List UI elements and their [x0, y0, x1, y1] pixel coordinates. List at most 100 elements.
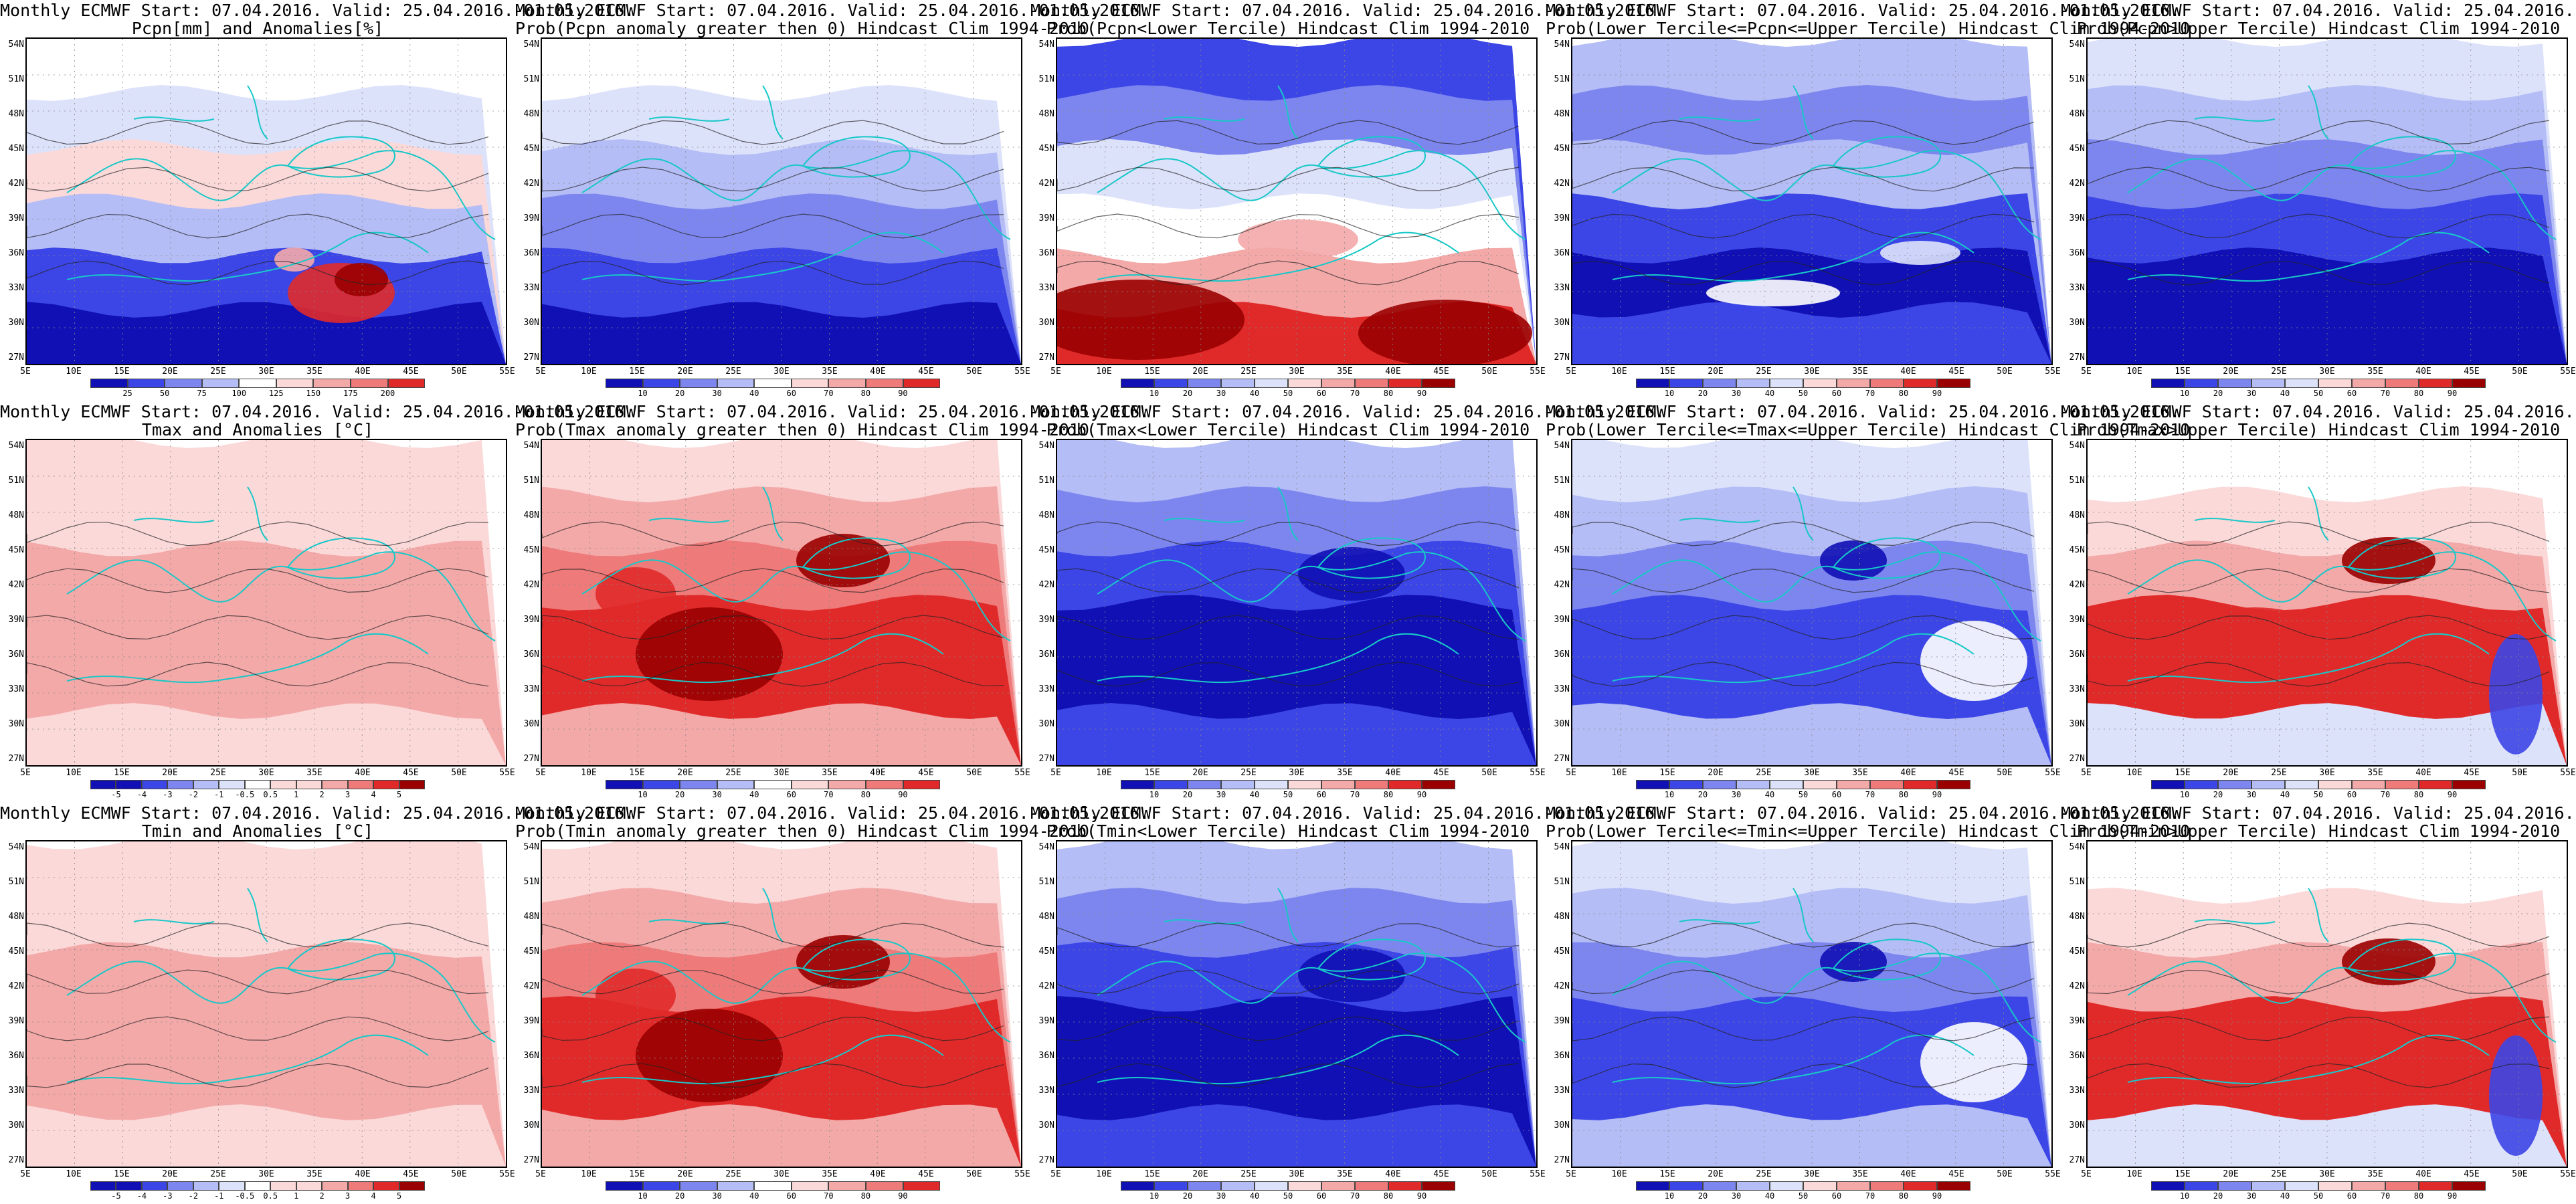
map-panel-pcpn-2: Monthly ECMWF Start: 07.04.2016. Valid: …	[515, 0, 1149, 401]
lon-tick-label: 20E	[1708, 1169, 1724, 1179]
lon-tick-label: 20E	[1708, 768, 1724, 778]
lat-tick-label: 48N	[523, 912, 539, 922]
colorbar-tick-label: 10	[638, 790, 648, 799]
colorbar-tick-label: 10	[2179, 1191, 2190, 1201]
colorbar-tick-label: 90	[2447, 1191, 2458, 1201]
colorbar-tick-label: 30	[1731, 1191, 1742, 1201]
lon-tick-label: 50E	[966, 768, 982, 778]
lat-tick-label: 48N	[1038, 510, 1054, 520]
lon-tick-label: 40E	[870, 1169, 886, 1179]
colorbar	[1121, 1181, 1455, 1191]
lat-tick-label: 42N	[523, 981, 539, 991]
colorbar-segment	[1770, 1181, 1803, 1191]
colorbar-tick-label: 80	[1898, 389, 1909, 398]
colorbar-tick-label: 2	[319, 1191, 325, 1201]
map-area	[25, 840, 507, 1168]
colorbar-segment	[1803, 379, 1837, 388]
forecast-field	[1057, 841, 1536, 1167]
lat-tick-label: 48N	[2069, 912, 2085, 922]
lon-tick-label: 45E	[918, 768, 934, 778]
map-area	[2086, 439, 2568, 767]
lon-tick-label: 35E	[306, 367, 323, 377]
lon-tick-label: 30E	[2319, 768, 2335, 778]
lat-tick-label: 42N	[1554, 580, 1570, 590]
lat-tick-label: 36N	[1038, 1051, 1054, 1061]
colorbar-tick-label: 40	[1764, 790, 1775, 799]
lon-tick-label: 40E	[2415, 1169, 2431, 1179]
colorbar-segment	[1937, 780, 1970, 789]
lat-tick-label: 30N	[1038, 1120, 1054, 1130]
colorbar-tick-label: 80	[2413, 790, 2424, 799]
lat-tick-label: 45N	[523, 144, 539, 154]
colorbar-tick-label: 1	[294, 790, 299, 799]
colorbar-tick-label: 90	[898, 389, 908, 398]
lat-tick-label: 36N	[8, 248, 24, 258]
colorbar-segment	[642, 379, 680, 388]
colorbar-segment	[127, 379, 165, 388]
lon-tick-label: 45E	[403, 768, 419, 778]
map-area	[1056, 840, 1538, 1168]
panel-title-line2: Prob(Tmax anomaly greater then 0) Hindca…	[515, 420, 1089, 439]
lat-tick-label: 39N	[2069, 213, 2085, 223]
lat-tick-label: 36N	[2069, 248, 2085, 258]
colorbar-tick-label: 20	[674, 389, 685, 398]
colorbar-tick-label: 20	[1697, 1191, 1708, 1201]
lon-tick-label: 45E	[1948, 367, 1964, 377]
panel-title-line2: Prob(Lower Tercile<=Pcpn<=Upper Tercile)…	[1546, 19, 2191, 38]
lat-tick-label: 54N	[2069, 441, 2085, 451]
colorbar-ticks: 10 20 30 40 50 60 70 80 90	[1636, 791, 1970, 800]
lat-tick-label: 48N	[1554, 109, 1570, 119]
colorbar-segment	[1803, 1181, 1837, 1191]
colorbar-segment	[1388, 780, 1422, 789]
colorbar-segment	[1703, 1181, 1736, 1191]
lat-tick-label: 33N	[8, 283, 24, 293]
lon-tick-label: 50E	[1481, 367, 1497, 377]
lon-tick-label: 30E	[1804, 367, 1820, 377]
colorbar-tick-label: 30	[1216, 1191, 1226, 1201]
map-panel-pcpn-5: Monthly ECMWF Start: 07.04.2016. Valid: …	[2061, 0, 2576, 401]
lon-tick-label: 15E	[1144, 1169, 1160, 1179]
colorbar-segment	[903, 780, 941, 789]
lat-tick-label: 51N	[1038, 476, 1054, 486]
lon-tick-label: 20E	[162, 367, 178, 377]
lon-tick-label: 55E	[1530, 367, 1546, 377]
lon-tick-label: 5E	[2081, 367, 2092, 377]
colorbar-tick-label: 50	[2313, 790, 2324, 799]
colorbar-segment	[373, 1181, 399, 1191]
colorbar	[606, 1181, 941, 1191]
lat-tick-label: 51N	[8, 877, 24, 887]
map-area	[25, 439, 507, 767]
lon-tick-label: 30E	[258, 768, 274, 778]
colorbar-segment	[239, 379, 276, 388]
lat-tick-label: 39N	[1038, 615, 1054, 625]
lon-tick-label: 55E	[499, 768, 515, 778]
colorbar-tick-label: 70	[824, 389, 834, 398]
colorbar-tick-label: 60	[1316, 790, 1327, 799]
lon-tick-label: 10E	[66, 1169, 82, 1179]
colorbar-segment	[2185, 780, 2218, 789]
colorbar-tick-label: 30	[2246, 1191, 2257, 1201]
lat-tick-label: 27N	[8, 1155, 24, 1165]
lat-tick-label: 42N	[2069, 179, 2085, 189]
lat-tick-label: 36N	[1554, 1051, 1570, 1061]
colorbar-tick-label: 70	[1865, 1191, 1875, 1201]
colorbar-tick-label: 20	[1697, 790, 1708, 799]
lon-tick-label: 25E	[210, 768, 226, 778]
colorbar-segment	[347, 780, 374, 789]
colorbar-tick-label: 60	[2347, 389, 2357, 398]
lat-tick-label: 42N	[8, 580, 24, 590]
colorbar-segment	[1636, 1181, 1669, 1191]
forecast-field	[1057, 39, 1536, 364]
colorbar-segment	[1154, 1181, 1188, 1191]
lat-tick-label: 36N	[1038, 248, 1054, 258]
colorbar-tick-label: 60	[786, 790, 796, 799]
lon-tick-label: 5E	[2081, 1169, 2092, 1179]
colorbar-tick-label: 30	[1216, 790, 1226, 799]
colorbar-segment	[201, 379, 240, 388]
colorbar-tick-label: 10	[1149, 1191, 1160, 1201]
lat-tick-label: 36N	[2069, 1051, 2085, 1061]
panel-title-line1: Monthly ECMWF Start: 07.04.2016. Valid: …	[1030, 402, 1665, 421]
lon-tick-label: 40E	[355, 1169, 371, 1179]
colorbar-segment	[2218, 1181, 2251, 1191]
lon-tick-label: 5E	[1566, 768, 1576, 778]
